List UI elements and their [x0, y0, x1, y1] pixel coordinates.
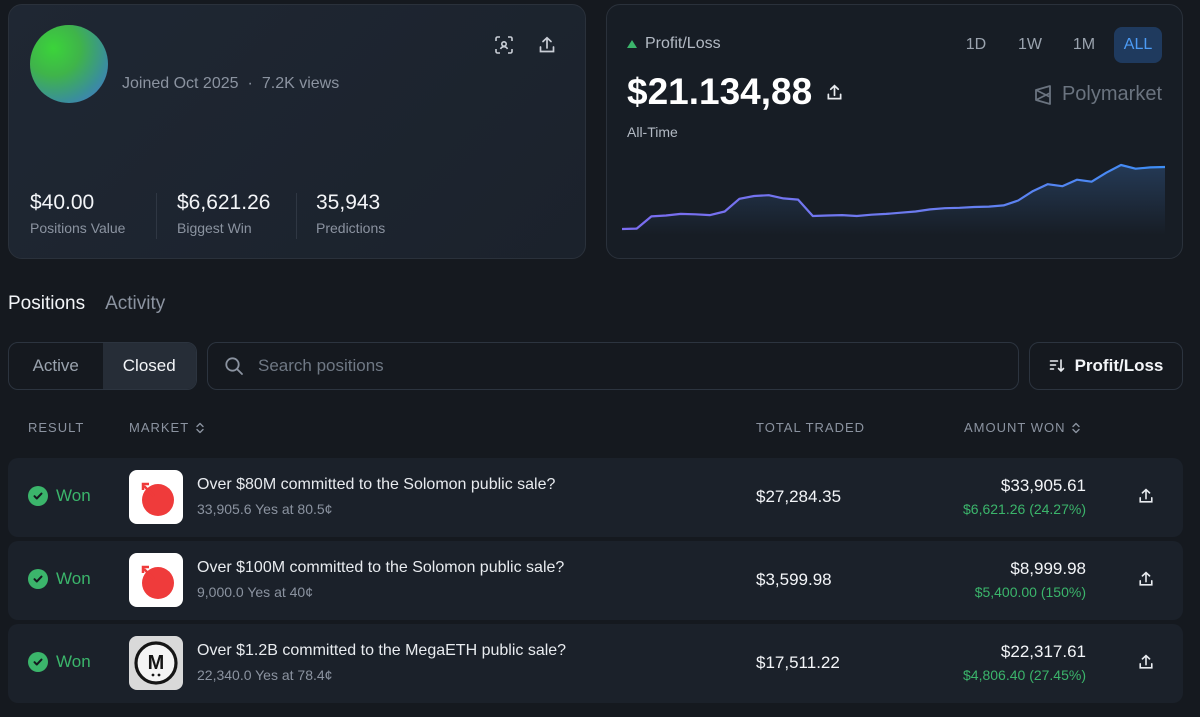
solomon-logo-icon — [129, 470, 183, 524]
table-row[interactable]: Won Over $80M committed to the Solomon p… — [8, 458, 1183, 537]
joined-date: Joined Oct 2025 — [122, 75, 239, 92]
chart-area — [622, 165, 1165, 235]
table-row[interactable]: Won Over $100M committed to the Solomon … — [8, 541, 1183, 620]
profit-gain: $6,621.26 (24.27%) — [963, 501, 1086, 517]
meta-separator: · — [247, 75, 253, 92]
stat-label: Predictions — [316, 220, 386, 236]
result-label: Won — [56, 569, 91, 588]
section-tabs: Positions Activity — [8, 293, 165, 315]
sort-label: Profit/Loss — [1074, 356, 1164, 375]
tab-activity[interactable]: Activity — [105, 293, 166, 314]
market-position: 9,000.0 Yes at 40¢ — [197, 584, 313, 600]
range-selector: 1D 1W 1M ALL — [952, 27, 1162, 63]
stat-predictions: 35,943 Predictions — [316, 191, 385, 236]
sort-button[interactable]: Profit/Loss — [1029, 342, 1183, 390]
stat-positions-value: $40.00 Positions Value — [30, 191, 125, 236]
profit-gain: $4,806.40 (27.45%) — [963, 667, 1086, 683]
header-amount-won[interactable]: AMOUNT WON — [964, 420, 1081, 435]
check-circle-icon — [28, 569, 48, 589]
sort-toggle-icon — [196, 422, 204, 433]
scan-qr-icon[interactable] — [492, 33, 516, 57]
filter-active[interactable]: Active — [32, 356, 79, 375]
total-traded: $3,599.98 — [756, 570, 832, 589]
polymarket-logo-icon — [1035, 84, 1051, 105]
header-result-label: RESULT — [28, 420, 85, 435]
table-row[interactable]: Won M Over $1.2B committed to the MegaET… — [8, 624, 1183, 703]
stat-value: $6,621.26 — [177, 191, 271, 214]
tab-positions[interactable]: Positions — [8, 293, 86, 314]
stat-value: 35,943 — [316, 191, 381, 214]
search-icon — [225, 357, 243, 375]
market-title[interactable]: Over $1.2B committed to the MegaETH publ… — [197, 642, 567, 659]
share-icon[interactable] — [1136, 486, 1156, 506]
header-market[interactable]: MARKET — [129, 420, 205, 435]
profit-gain: $5,400.00 (150%) — [974, 584, 1086, 600]
market-title[interactable]: Over $80M committed to the Solomon publi… — [197, 476, 556, 493]
header-market-label: MARKET — [129, 420, 190, 435]
stat-value: $40.00 — [30, 191, 95, 214]
market-title[interactable]: Over $100M committed to the Solomon publ… — [197, 559, 565, 576]
pnl-label: Profit/Loss — [627, 35, 721, 53]
header-amount-won-label: AMOUNT WON — [964, 420, 1066, 435]
result-cell: Won — [28, 486, 91, 506]
divider — [156, 193, 157, 239]
stat-label: Biggest Win — [177, 220, 252, 236]
check-circle-icon — [28, 486, 48, 506]
share-icon[interactable] — [1136, 569, 1156, 589]
header-total-traded: TOTAL TRADED — [756, 420, 865, 435]
profit-loss-card: Profit/Loss 1D 1W 1M ALL $21.134,88 All-… — [606, 4, 1183, 259]
sort-toggle-icon — [1072, 422, 1081, 433]
filter-closed[interactable]: Closed — [102, 343, 196, 389]
range-1m[interactable]: 1M — [1072, 36, 1096, 53]
amount-won: $8,999.98 — [1010, 559, 1086, 578]
result-cell: Won — [28, 652, 91, 672]
search-box — [207, 342, 1019, 390]
amount-won: $22,317.61 — [1000, 642, 1086, 661]
share-icon[interactable] — [1136, 652, 1156, 672]
solomon-logo-icon — [129, 553, 183, 607]
profile-meta: Joined Oct 2025 · 7.2K views — [122, 75, 339, 93]
amount-won: $33,905.61 — [1000, 476, 1086, 495]
status-filter: Active Closed — [8, 342, 197, 390]
megaeth-logo-letter: M — [148, 652, 165, 674]
share-icon[interactable] — [826, 84, 843, 101]
result-label: Won — [56, 486, 91, 505]
views-count: 7.2K views — [261, 75, 340, 92]
total-traded: $27,284.35 — [756, 487, 842, 506]
market-position: 33,905.6 Yes at 80.5¢ — [197, 501, 333, 517]
result-cell: Won — [28, 569, 91, 589]
brand-name: Polymarket — [1061, 83, 1162, 105]
pnl-value: $21.134,88 — [627, 71, 843, 113]
range-all[interactable]: ALL — [1114, 27, 1162, 63]
avatar[interactable] — [30, 25, 108, 103]
header-result: RESULT — [28, 420, 84, 435]
share-icon[interactable] — [535, 33, 559, 57]
polymarket-brand: Polymarket — [1032, 83, 1162, 106]
stat-label: Positions Value — [30, 220, 126, 236]
profile-card: Joined Oct 2025 · 7.2K views $40.00 Positi… — [8, 4, 586, 259]
market-position: 22,340.0 Yes at 78.4¢ — [197, 667, 333, 683]
megaeth-logo-icon: M — [129, 636, 183, 690]
stat-biggest-win: $6,621.26 Biggest Win — [177, 191, 270, 236]
range-1d[interactable]: 1D — [965, 36, 987, 53]
search-input[interactable] — [256, 355, 960, 377]
divider — [296, 193, 297, 239]
chart-line — [622, 163, 1166, 231]
pnl-label-text: Profit/Loss — [645, 35, 721, 52]
up-triangle-icon — [627, 40, 637, 48]
check-circle-icon — [28, 652, 48, 672]
header-total-traded-label: TOTAL TRADED — [756, 420, 866, 435]
pnl-chart — [622, 163, 1166, 235]
total-traded: $17,511.22 — [756, 653, 840, 672]
pnl-period: All-Time — [627, 124, 678, 140]
result-label: Won — [56, 652, 91, 671]
sort-icon — [1049, 359, 1064, 373]
pnl-amount: $21.134,88 — [627, 71, 813, 112]
range-1w[interactable]: 1W — [1018, 36, 1042, 53]
